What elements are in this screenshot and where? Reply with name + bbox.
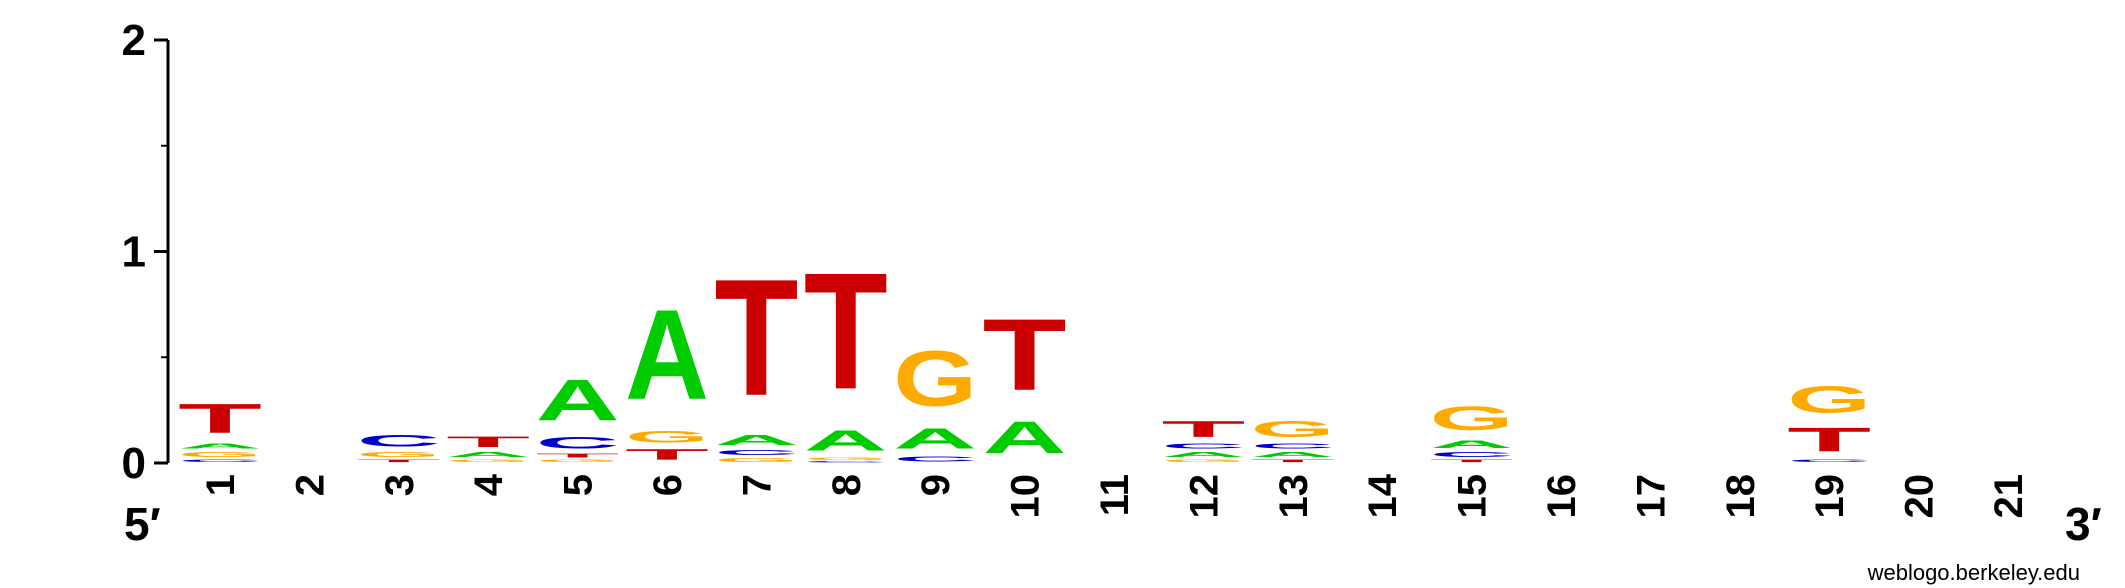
x-tick-label-13: 13 — [1272, 474, 1316, 519]
x-tick-label-8: 8 — [825, 474, 869, 496]
x-tick-label-11: 11 — [1093, 474, 1137, 516]
letter-A-pos-8: A — [804, 425, 888, 457]
letter-T-pos-19: T — [1787, 421, 1871, 459]
letter-T-pos-7: T — [714, 245, 798, 430]
letter-A-pos-5: A — [536, 368, 620, 433]
letter-T-pos-8: T — [804, 239, 888, 424]
x-tick-label-7: 7 — [735, 474, 779, 496]
letter-T-pos-5: T — [536, 452, 620, 458]
x-tick-label-12: 12 — [1182, 474, 1226, 519]
letter-T-pos-6: T — [625, 446, 709, 463]
x-tick-label-18: 18 — [1719, 474, 1763, 519]
letter-G-pos-4: G — [446, 459, 530, 463]
letter-G-pos-5: G — [536, 459, 620, 463]
x-tick-label-16: 16 — [1540, 474, 1584, 519]
x-tick-label-14: 14 — [1361, 473, 1405, 518]
letter-G-pos-7: G — [714, 457, 798, 463]
letter-C-pos-15: C — [1430, 450, 1514, 458]
x-tick-label-3: 3 — [378, 474, 422, 496]
x-tick-label-21: 21 — [1987, 474, 2031, 519]
letter-G-pos-19: G — [1787, 379, 1871, 421]
x-tick-label-6: 6 — [646, 474, 690, 496]
x-tick-label-2: 2 — [288, 474, 332, 496]
letter-G-pos-9: G — [893, 334, 977, 423]
letter-A-pos-7: A — [714, 431, 798, 448]
letter-G-pos-13: G — [1251, 416, 1335, 442]
letter-G-pos-3: G — [357, 450, 441, 458]
letter-C-pos-5: C — [536, 433, 620, 452]
letter-G-pos-12: G — [1161, 459, 1245, 463]
x-tick-label-19: 19 — [1808, 474, 1852, 519]
letter-C-pos-19: C — [1787, 459, 1871, 463]
letter-T-pos-10: T — [983, 297, 1067, 412]
three-prime-label: 3′ — [2065, 498, 2102, 550]
letter-A-pos-10: A — [983, 412, 1067, 463]
letter-T-pos-1: T — [178, 395, 262, 442]
x-tick-label-5: 5 — [557, 474, 601, 496]
five-prime-label: 5′ — [124, 498, 161, 550]
x-tick-label-20: 20 — [1898, 474, 1942, 519]
credit-text: weblogo.berkeley.edu — [1867, 560, 2080, 585]
x-tick-label-9: 9 — [914, 474, 958, 496]
x-tick-label-4: 4 — [467, 473, 511, 496]
letter-A-pos-4: A — [446, 450, 530, 458]
letter-A-pos-6: A — [625, 282, 709, 426]
letter-A-pos-15: A — [1430, 438, 1514, 451]
letter-G-pos-1: G — [178, 450, 262, 458]
letter-G-pos-15: G — [1430, 400, 1514, 438]
letter-C-pos-9: C — [893, 455, 977, 463]
x-tick-label-1: 1 — [199, 474, 243, 496]
letter-C-pos-1: C — [178, 459, 262, 463]
y-tick-label: 0 — [122, 439, 146, 488]
letter-C-pos-7: C — [714, 448, 798, 456]
y-tick-label: 2 — [122, 16, 146, 65]
x-tick-labels: 1 2 3 4 5 6 7 8 9 10 11 12 13 14 15 16 17 18 19 20 215′ 3′ — [124, 473, 2102, 550]
letter-G-pos-8: G — [804, 457, 888, 461]
x-tick-label-17: 17 — [1629, 474, 1673, 519]
letter-T-pos-12: T — [1161, 416, 1245, 441]
letter-C-pos-12: C — [1161, 442, 1245, 450]
letter-T-pos-15: T — [1430, 459, 1514, 463]
y-tick-label: 1 — [122, 228, 146, 277]
axes: 0 1 2 — [122, 16, 170, 488]
letter-C-pos-13: C — [1251, 442, 1335, 450]
letter-A-pos-13: A — [1251, 450, 1335, 458]
letter-A-pos-1: A — [178, 442, 262, 450]
letter-stacks: CGATTGCGATGTCATGAGCATCGATCAGATGACTTACGTC… — [178, 239, 1871, 463]
x-tick-label-15: 15 — [1451, 474, 1495, 519]
letter-T-pos-3: T — [357, 459, 441, 463]
letter-T-pos-13: T — [1251, 459, 1335, 463]
letter-A-pos-12: A — [1161, 450, 1245, 458]
letter-T-pos-4: T — [446, 433, 530, 450]
letter-C-pos-8: C — [804, 461, 888, 463]
letter-A-pos-9: A — [893, 423, 977, 455]
letter-C-pos-3: C — [357, 431, 441, 450]
letter-G-pos-6: G — [625, 427, 709, 446]
x-tick-label-10: 10 — [1004, 474, 1048, 519]
